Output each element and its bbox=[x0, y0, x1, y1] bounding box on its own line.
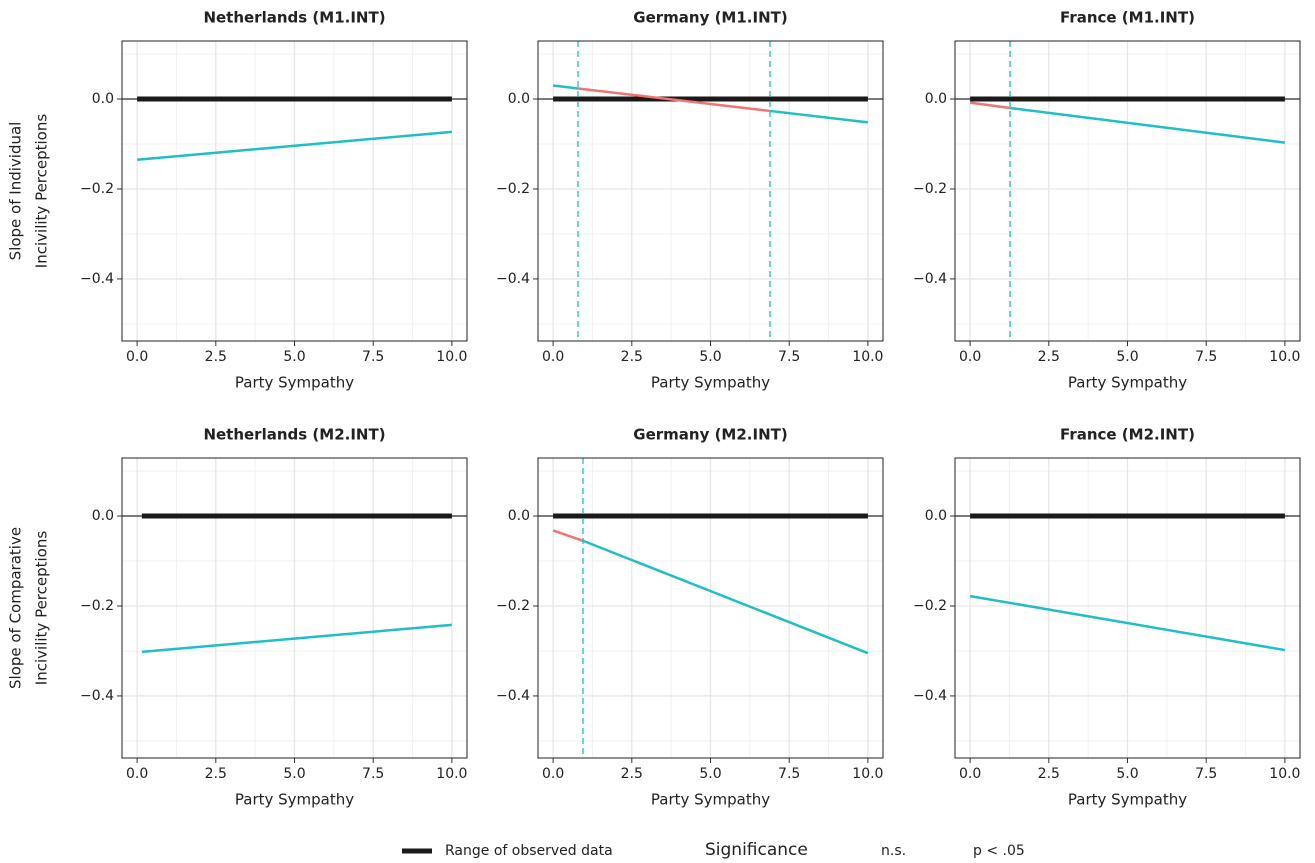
x-tick-label: 0.0 bbox=[126, 766, 148, 782]
x-tick-label: 10.0 bbox=[1269, 766, 1300, 782]
x-tick-label: 5.0 bbox=[283, 349, 305, 365]
y-tick-label: −0.4 bbox=[913, 688, 947, 704]
legend-title: Significance bbox=[705, 840, 808, 860]
slope-line bbox=[582, 539, 869, 655]
x-tick-label: 7.5 bbox=[1195, 349, 1217, 365]
panel: 0.0 2.5 5.0 7.5 10.0 0.0 −0.2 −0.4 Germany (M1.I… bbox=[496, 9, 884, 392]
y-tick-label: −0.2 bbox=[496, 598, 530, 614]
x-tick-label: 10.0 bbox=[852, 766, 883, 782]
y-tick-label: −0.2 bbox=[80, 181, 114, 197]
y-tick-label: −0.4 bbox=[913, 271, 947, 287]
y-tick-label: −0.4 bbox=[496, 688, 530, 704]
slope-line bbox=[577, 87, 771, 113]
x-tick-label: 7.5 bbox=[1195, 766, 1217, 782]
x-axis-title: Party Sympathy bbox=[651, 374, 770, 392]
x-tick-label: 10.0 bbox=[1269, 349, 1300, 365]
x-axis-title: Party Sympathy bbox=[235, 374, 354, 392]
legend-label: Range of observed data bbox=[445, 843, 613, 859]
x-tick-label: 5.0 bbox=[699, 349, 721, 365]
slope-line bbox=[141, 623, 452, 654]
panel-title: France (M1.INT) bbox=[1060, 9, 1195, 27]
y-tick-label: −0.2 bbox=[913, 181, 947, 197]
slope-line bbox=[969, 101, 1011, 110]
y-axis-title: Incivility Perceptions bbox=[33, 531, 51, 686]
x-tick-label: 7.5 bbox=[362, 349, 384, 365]
x-tick-label: 7.5 bbox=[778, 766, 800, 782]
x-tick-label: 5.0 bbox=[699, 766, 721, 782]
panel: 0.0 2.5 5.0 7.5 10.0 0.0 −0.2 −0.4 Netherlands (… bbox=[7, 9, 468, 392]
x-tick-label: 10.0 bbox=[436, 766, 467, 782]
panel-border bbox=[537, 457, 884, 759]
slope-line bbox=[552, 84, 579, 90]
x-tick-label: 2.5 bbox=[621, 349, 643, 365]
panel-title: Netherlands (M1.INT) bbox=[203, 9, 385, 27]
y-axis-title: Incivility Perceptions bbox=[33, 114, 51, 269]
x-tick-label: 7.5 bbox=[778, 349, 800, 365]
y-axis-title: Slope of Comparative bbox=[7, 527, 25, 689]
y-tick-label: −0.2 bbox=[496, 181, 530, 197]
x-tick-label: 2.5 bbox=[621, 766, 643, 782]
x-tick-label: 2.5 bbox=[205, 766, 227, 782]
y-tick-label: −0.4 bbox=[80, 688, 114, 704]
y-axis-title: Slope of Individual bbox=[7, 122, 25, 261]
panel-border bbox=[954, 40, 1301, 342]
panel: 0.0 2.5 5.0 7.5 10.0 0.0 −0.2 −0.4 France (M2.IN… bbox=[913, 426, 1301, 809]
y-tick-label: −0.2 bbox=[80, 598, 114, 614]
x-axis-title: Party Sympathy bbox=[651, 791, 770, 809]
x-tick-label: 0.0 bbox=[126, 349, 148, 365]
x-tick-label: 0.0 bbox=[542, 349, 564, 365]
x-axis-title: Party Sympathy bbox=[235, 791, 354, 809]
slope-line bbox=[136, 130, 453, 161]
x-tick-label: 0.0 bbox=[959, 766, 981, 782]
panel: 0.0 2.5 5.0 7.5 10.0 0.0 −0.2 −0.4 Netherlands (… bbox=[7, 426, 468, 809]
slope-line bbox=[552, 529, 584, 542]
y-tick-label: 0.0 bbox=[925, 91, 947, 107]
panel-border bbox=[121, 457, 468, 759]
x-axis-title: Party Sympathy bbox=[1068, 791, 1187, 809]
legend-label: n.s. bbox=[881, 843, 906, 859]
panel-title: Germany (M1.INT) bbox=[633, 9, 787, 27]
panel: 0.0 2.5 5.0 7.5 10.0 0.0 −0.2 −0.4 Germany (M2.I… bbox=[496, 426, 884, 809]
x-tick-label: 0.0 bbox=[542, 766, 564, 782]
y-tick-label: −0.2 bbox=[913, 598, 947, 614]
x-tick-label: 10.0 bbox=[436, 349, 467, 365]
x-tick-label: 5.0 bbox=[1116, 349, 1138, 365]
x-tick-label: 2.5 bbox=[1038, 766, 1060, 782]
y-tick-label: 0.0 bbox=[508, 91, 530, 107]
x-tick-label: 5.0 bbox=[283, 766, 305, 782]
x-tick-label: 0.0 bbox=[959, 349, 981, 365]
panel-border bbox=[537, 40, 884, 342]
y-tick-label: −0.4 bbox=[496, 271, 530, 287]
legend-label: p < .05 bbox=[973, 843, 1025, 859]
x-tick-label: 2.5 bbox=[205, 349, 227, 365]
y-tick-label: 0.0 bbox=[925, 508, 947, 524]
x-tick-label: 10.0 bbox=[852, 349, 883, 365]
slope-line bbox=[969, 594, 1286, 652]
slope-line bbox=[769, 109, 869, 124]
x-tick-label: 5.0 bbox=[1116, 766, 1138, 782]
slope-line bbox=[1009, 106, 1286, 144]
panel-title: Netherlands (M2.INT) bbox=[203, 426, 385, 444]
x-tick-label: 7.5 bbox=[362, 766, 384, 782]
y-tick-label: 0.0 bbox=[92, 91, 114, 107]
y-tick-label: −0.4 bbox=[80, 271, 114, 287]
panel-title: Germany (M2.INT) bbox=[633, 426, 787, 444]
y-tick-label: 0.0 bbox=[92, 508, 114, 524]
x-axis-title: Party Sympathy bbox=[1068, 374, 1187, 392]
x-tick-label: 2.5 bbox=[1038, 349, 1060, 365]
y-tick-label: 0.0 bbox=[508, 508, 530, 524]
panel-border bbox=[954, 457, 1301, 759]
panel-title: France (M2.INT) bbox=[1060, 426, 1195, 444]
panel: 0.0 2.5 5.0 7.5 10.0 0.0 −0.2 −0.4 France (M1.IN… bbox=[913, 9, 1301, 392]
panel-border bbox=[121, 40, 468, 342]
